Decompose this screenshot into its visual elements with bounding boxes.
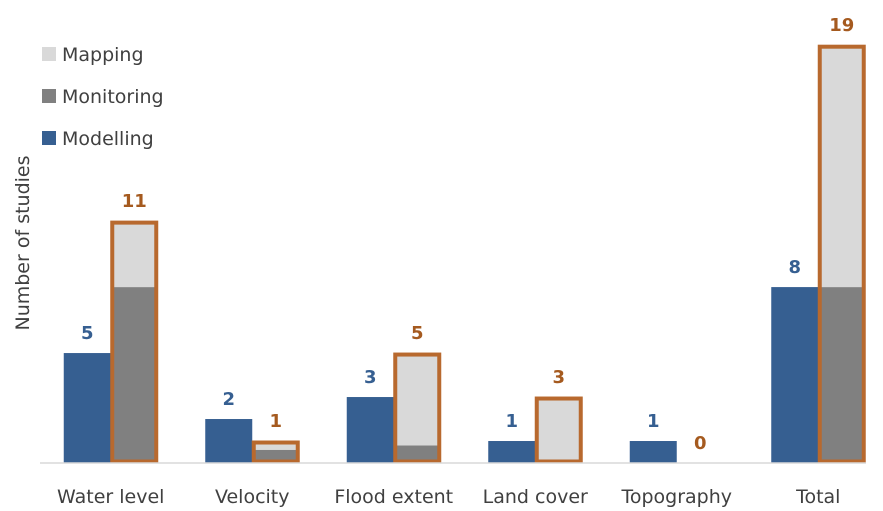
data-label-modelling-flood-extent: 3 — [364, 367, 377, 388]
bar-mapping-total — [818, 45, 866, 288]
legend-swatch-monitoring — [42, 89, 56, 103]
bar-mapping-water-level — [110, 221, 158, 288]
bar-mapping-flood-extent — [393, 353, 441, 446]
y-axis-label: Number of studies — [12, 155, 34, 330]
x-tick-label-land-cover: Land cover — [483, 486, 588, 508]
legend-label-modelling: Modelling — [62, 128, 154, 150]
bars — [63, 44, 866, 464]
data-label-total-flood-extent: 5 — [411, 323, 424, 344]
bar-monitoring-total — [818, 287, 866, 463]
data-labels: 5 11 2 1 3 5 1 3 1 0 8 19 — [81, 15, 854, 454]
x-tick-label-water-level: Water level — [57, 486, 164, 508]
bar-outline-water-level — [110, 220, 159, 464]
bar-modelling-total — [771, 287, 819, 463]
legend-swatch-modelling — [42, 131, 56, 145]
bar-outline-velocity — [251, 440, 300, 464]
data-label-total-total: 19 — [829, 15, 854, 36]
bar-outline-flood-extent — [393, 352, 442, 464]
bar-modelling-velocity — [205, 419, 253, 463]
bar-modelling-water-level — [63, 353, 111, 463]
bar-mapping-velocity — [252, 441, 300, 450]
data-label-modelling-topography: 1 — [647, 411, 660, 432]
x-tick-label-flood-extent: Flood extent — [334, 486, 453, 508]
legend-label-monitoring: Monitoring — [62, 86, 164, 108]
x-tick-label-velocity: Velocity — [215, 486, 290, 508]
legend: Mapping Monitoring Modelling — [42, 44, 164, 150]
x-tick-label-total: Total — [795, 486, 840, 508]
x-tick-label-topography: Topography — [620, 486, 732, 508]
data-label-modelling-land-cover: 1 — [505, 411, 518, 432]
bar-mapping-land-cover — [535, 397, 583, 463]
bar-outline-total — [817, 44, 866, 464]
legend-label-mapping: Mapping — [62, 44, 144, 66]
data-label-total-velocity: 1 — [269, 411, 282, 432]
data-label-total-topography: 0 — [694, 433, 707, 454]
data-label-modelling-water-level: 5 — [81, 323, 94, 344]
data-label-total-water-level: 11 — [122, 191, 147, 212]
bar-modelling-flood-extent — [346, 397, 394, 463]
x-axis-tick-labels: Water level Velocity Flood extent Land cove… — [57, 486, 840, 508]
bar-monitoring-flood-extent — [393, 445, 441, 463]
legend-swatch-mapping — [42, 47, 56, 61]
bar-modelling-land-cover — [488, 441, 536, 463]
data-label-modelling-total: 8 — [788, 257, 801, 278]
data-label-modelling-velocity: 2 — [222, 389, 235, 410]
data-label-total-land-cover: 3 — [552, 367, 565, 388]
bar-modelling-topography — [629, 441, 677, 463]
bar-outline-land-cover — [534, 396, 583, 464]
bar-monitoring-water-level — [110, 287, 158, 463]
